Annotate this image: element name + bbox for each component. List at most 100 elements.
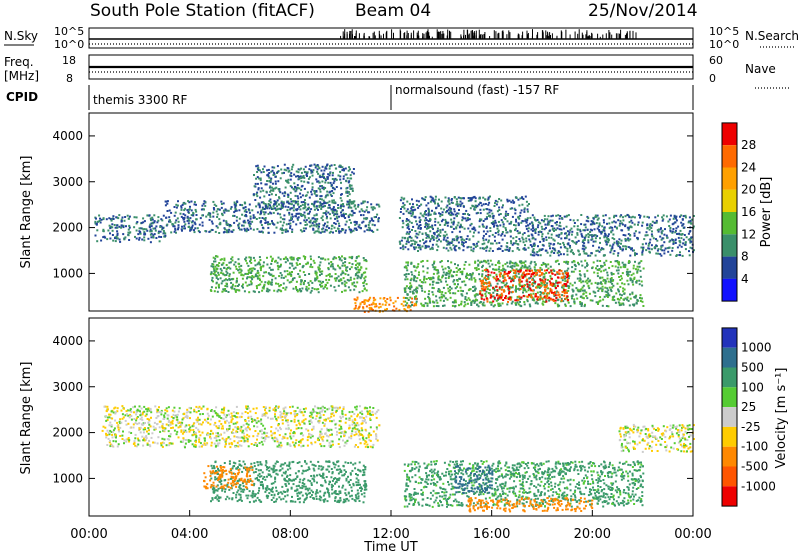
echo-cell (637, 223, 639, 226)
echo-cell (262, 286, 265, 289)
echo-cell (433, 231, 436, 234)
echo-cell (222, 219, 225, 222)
echo-cell (596, 268, 599, 271)
echo-cell (306, 289, 309, 292)
echo-cell (222, 262, 225, 265)
echo-cell (493, 289, 496, 292)
echo-cell (504, 218, 507, 220)
echo-cell (608, 286, 611, 289)
echo-cell (415, 266, 418, 269)
echo-cell (193, 203, 196, 206)
echo-cell (513, 262, 516, 265)
echo-cell (342, 212, 345, 215)
echo-cell (347, 226, 350, 229)
echo-cell (379, 305, 382, 308)
echo-cell (485, 233, 488, 235)
echo-cell (333, 277, 336, 280)
echo-cell (372, 219, 375, 222)
echo-cell (376, 228, 379, 231)
echo-cell (545, 299, 548, 302)
echo-cell (479, 290, 482, 293)
echo-cell (619, 285, 622, 288)
echo-cell (487, 241, 490, 244)
echo-cell (437, 271, 440, 274)
echo-cell (476, 293, 479, 296)
echo-cell (473, 208, 476, 211)
echo-cell (264, 203, 267, 205)
echo-cell (165, 200, 168, 203)
echo-cell (304, 224, 307, 226)
echo-cell (284, 261, 287, 264)
echo-cell (276, 205, 278, 208)
echo-cell (425, 278, 428, 280)
echo-cell (168, 209, 171, 212)
echo-cell (602, 269, 605, 272)
echo-cell (237, 225, 240, 228)
echo-cell (502, 280, 505, 283)
echo-cell (614, 225, 616, 228)
echo-cell (345, 266, 348, 269)
echo-cell (574, 264, 577, 266)
echo-cell (559, 225, 562, 228)
echo-cell (210, 286, 213, 289)
echo-cell (177, 200, 179, 203)
echo-cell (370, 303, 373, 306)
echo-cell (518, 248, 521, 251)
echo-cell (173, 214, 176, 217)
echo-cell (496, 248, 499, 251)
echo-cell (273, 200, 276, 203)
echo-cell (340, 273, 343, 276)
echo-cell (606, 296, 609, 298)
echo-cell (328, 167, 331, 170)
echo-cell (403, 204, 406, 206)
echo-cell (166, 202, 169, 205)
echo-cell (319, 201, 322, 204)
echo-cell (424, 281, 427, 284)
echo-cell (479, 261, 481, 264)
echo-cell (561, 290, 564, 293)
echo-cell (410, 284, 413, 287)
echo-cell (276, 199, 279, 202)
echo-cell (440, 200, 443, 203)
echo-cell (288, 219, 291, 222)
echo-cell (532, 227, 535, 230)
echo-cell (355, 227, 358, 230)
echo-cell (345, 281, 348, 284)
echo-cell (245, 211, 248, 213)
echo-cell (211, 229, 214, 231)
echo-cell (317, 172, 320, 175)
echo-cell (298, 175, 300, 178)
echo-cell (578, 270, 581, 273)
echo-cell (256, 269, 259, 272)
echo-cell (95, 222, 98, 225)
echo-cell (514, 299, 517, 302)
echo-cell (461, 273, 464, 276)
echo-cell (349, 213, 352, 216)
echo-cell (292, 200, 295, 203)
echo-cell (244, 206, 247, 209)
echo-cell (531, 298, 534, 301)
echo-cell (166, 200, 169, 203)
echo-cell (538, 248, 541, 251)
echo-cell (584, 259, 587, 262)
echo-cell (187, 217, 190, 220)
echo-cell (617, 272, 620, 275)
echo-cell (329, 190, 332, 193)
echo-cell (440, 220, 443, 223)
echo-cell (641, 243, 644, 246)
echo-cell (332, 199, 335, 202)
echo-cell (274, 260, 276, 263)
echo-cell (365, 289, 368, 292)
echo-cell (344, 289, 347, 292)
echo-cell (480, 204, 483, 207)
echo-cell (278, 275, 281, 278)
echo-cell (329, 217, 332, 220)
echo-cell (488, 282, 491, 285)
echo-cell (263, 195, 266, 198)
echo-cell (152, 227, 155, 230)
echo-cell (633, 234, 636, 237)
echo-cell (355, 264, 357, 267)
echo-cell (635, 252, 638, 255)
echo-cell (288, 213, 291, 216)
echo-cell (506, 242, 509, 244)
